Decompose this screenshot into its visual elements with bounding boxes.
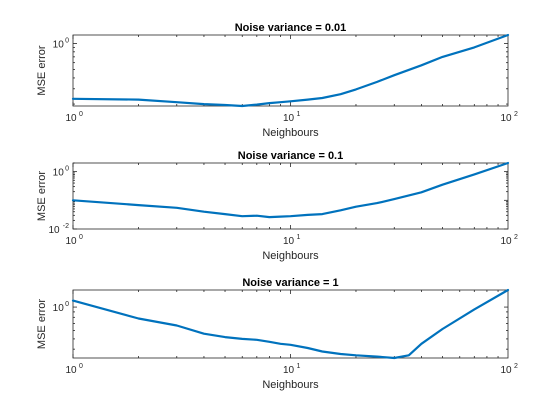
series-line <box>71 288 510 360</box>
y-axis-label: MSE error <box>36 171 48 221</box>
y-axis-label: MSE error <box>36 299 48 349</box>
y-tick-label: 10 <box>48 225 60 236</box>
x-tick-exponent: 0 <box>79 111 83 118</box>
subplot-1: Noise variance = 0.01 MSE error Neighbours… <box>36 22 518 139</box>
y-tick-label: 10 <box>53 303 65 314</box>
x-tick-exponent: 0 <box>79 363 83 370</box>
x-tick-exponent: 1 <box>297 363 301 370</box>
subplot-2: Noise variance = 0.1 MSE error Neighbours 1… <box>36 150 518 262</box>
axes-box <box>72 162 509 230</box>
series-line <box>71 161 510 219</box>
y-tick-exponent: -2 <box>63 223 69 230</box>
x-axis-label: Neighbours <box>262 379 319 391</box>
chart-title: Noise variance = 0.01 <box>235 22 347 34</box>
y-tick-label: 10 <box>53 168 65 179</box>
x-tick-label: 10 <box>283 365 295 376</box>
series-line <box>71 33 510 108</box>
x-axis-label: Neighbours <box>262 250 319 262</box>
x-tick-exponent: 2 <box>514 234 518 241</box>
x-tick-label: 10 <box>500 113 512 124</box>
x-tick-exponent: 1 <box>297 111 301 118</box>
x-tick-exponent: 2 <box>514 111 518 118</box>
x-tick-label: 10 <box>500 365 512 376</box>
y-tick-exponent: 0 <box>65 166 69 173</box>
y-tick-exponent: 0 <box>65 301 69 308</box>
x-tick-label: 10 <box>500 236 512 247</box>
y-axis-label: MSE error <box>36 45 48 95</box>
axes-box <box>72 289 509 359</box>
x-tick-label: 10 <box>283 236 295 247</box>
y-tick-label: 10 <box>53 39 65 50</box>
x-tick-label: 10 <box>65 113 77 124</box>
chart-title: Noise variance = 1 <box>242 277 338 289</box>
x-tick-label: 10 <box>65 236 77 247</box>
x-tick-label: 10 <box>283 113 295 124</box>
x-tick-exponent: 2 <box>514 363 518 370</box>
axes-box <box>72 34 509 107</box>
x-tick-label: 10 <box>65 365 77 376</box>
x-axis-label: Neighbours <box>262 127 319 139</box>
chart-title: Noise variance = 0.1 <box>238 150 343 162</box>
x-tick-exponent: 0 <box>79 234 83 241</box>
y-tick-exponent: 0 <box>65 37 69 44</box>
x-tick-exponent: 1 <box>297 234 301 241</box>
